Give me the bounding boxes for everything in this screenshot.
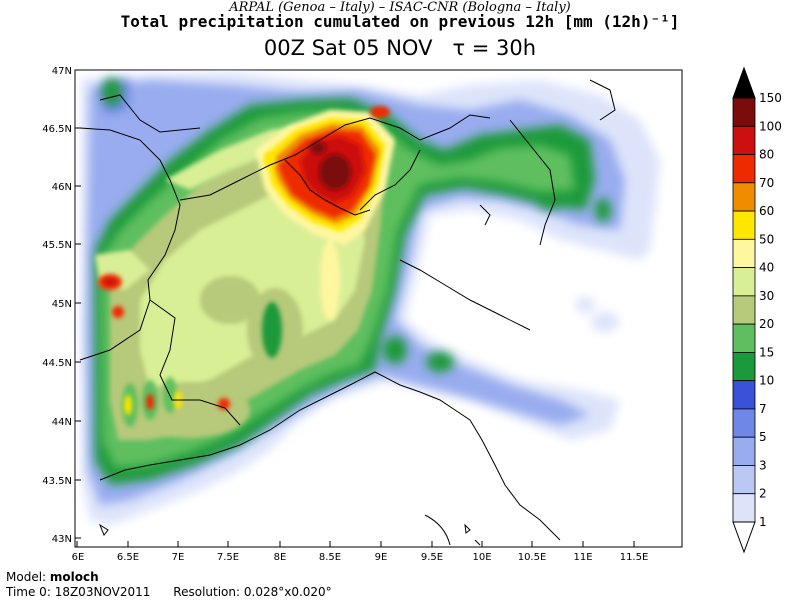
lat-tick-label: 43.5N	[42, 476, 72, 487]
colorbar-box	[732, 210, 756, 240]
colorbar-level-label: 3	[759, 458, 767, 472]
precip-inner-bands	[122, 302, 282, 427]
colorbar-box	[732, 125, 756, 155]
precipitation-field	[82, 72, 660, 525]
resolution-value: 0.028°x0.020°	[243, 585, 332, 599]
time0-value: 18Z03NOV2011	[54, 585, 151, 599]
lon-tick-label: 6.5E	[117, 552, 139, 563]
ligurian-tuscan-coast	[329, 371, 561, 541]
island-coast	[424, 514, 451, 546]
lon-tick-label: 8E	[274, 552, 287, 563]
colorbar-box	[732, 267, 756, 297]
colorbar-level-label: 2	[759, 487, 767, 501]
colorbar-box	[732, 465, 756, 495]
coastlines-borders	[79, 79, 616, 546]
colorbar-level-label: 80	[759, 148, 774, 162]
colorbar-box	[732, 351, 756, 382]
map-title: Total precipitation cumulated on previou…	[120, 12, 680, 31]
time0-row: Time 0: 18Z03NOV2011 Resolution: 0.028°x…	[6, 585, 332, 600]
island-3	[474, 539, 481, 546]
apennine-border	[399, 259, 531, 331]
colorbar-top-arrow	[732, 66, 756, 99]
island-2	[464, 523, 471, 534]
colorbar-level-label: 10	[759, 374, 774, 388]
colorbar-level-label: 60	[759, 204, 774, 218]
colorbar-level-label: 15	[759, 345, 774, 359]
colorbar-level-label: 5	[759, 430, 767, 444]
colorbar-box	[732, 493, 756, 523]
time-label: 00Z Sat 05 NOV	[263, 36, 433, 60]
lat-tick-label: 45.5N	[42, 240, 72, 251]
lon-tick-label: 9E	[375, 552, 388, 563]
colorbar-legend: 150 100 80 70 60 50 40 30 20 15 10 7 5 3 2 1	[732, 66, 782, 554]
colorbar-bottom-arrow	[732, 521, 756, 554]
header: ARPAL (Genoa – Italy) – ISAC-CNR (Bologn…	[0, 0, 800, 62]
riviera-coast	[99, 394, 331, 481]
precip-100mm	[310, 142, 351, 190]
east-border	[509, 119, 556, 246]
colorbar-box	[732, 295, 756, 325]
island-1	[98, 523, 109, 536]
lon-tick-label: 10E	[472, 552, 491, 563]
northeast-border	[589, 79, 616, 121]
axis-ticks	[75, 69, 635, 547]
colorbar-box	[732, 380, 756, 410]
colorbar-box	[732, 323, 756, 353]
valid-time-label: 00Z Sat 05 NOV τ = 30h	[0, 36, 800, 60]
model-name: moloch	[49, 570, 99, 584]
colorbar-box	[732, 97, 756, 127]
colorbar-level-label: 7	[759, 402, 767, 416]
lon-tick-label: 7E	[172, 552, 185, 563]
jura-border	[99, 94, 201, 133]
colorbar-level-label: 50	[759, 232, 774, 246]
time0-label: Time 0:	[6, 585, 51, 599]
tau-label: τ = 30h	[452, 36, 537, 60]
footer-info: Model: moloch Time 0: 18Z03NOV2011 Resol…	[6, 570, 332, 600]
colorbar-level-label: 70	[759, 176, 774, 190]
lon-tick-label: 11.5E	[620, 552, 649, 563]
lat-tick-label: 44N	[52, 417, 72, 428]
lon-tick-label: 10.5E	[518, 552, 547, 563]
lon-tick-label: 8.5E	[319, 552, 341, 563]
lon-tick-label: 7.5E	[217, 552, 239, 563]
colorbar-box	[732, 154, 756, 184]
lon-tick-label: 9.5E	[421, 552, 443, 563]
colorbar-level-label: 150	[759, 91, 782, 105]
swiss-border	[179, 114, 491, 201]
lat-labels: 47N 46.5N 46N 45.5N 45N 44.5N 44N 43.5N …	[42, 66, 72, 545]
france-italy-border	[79, 127, 181, 361]
colorbar-level-label: 40	[759, 261, 774, 275]
lon-tick-label: 6E	[72, 552, 85, 563]
colorbar-box	[732, 408, 756, 438]
lombardy-border	[359, 149, 421, 211]
colorbar-level-label: 30	[759, 289, 774, 303]
colorbar-level-label: 20	[759, 317, 774, 331]
lat-tick-label: 46N	[52, 182, 72, 193]
model-label: Model:	[6, 570, 47, 584]
lat-tick-label: 45N	[52, 299, 72, 310]
lat-tick-label: 44.5N	[42, 358, 72, 369]
colorbar-box	[732, 436, 756, 466]
piedmont-liguria-border	[149, 299, 241, 426]
lat-tick-label: 43N	[52, 534, 72, 545]
colorbar-box	[732, 182, 756, 212]
colorbar-box	[732, 238, 756, 268]
resolution-label: Resolution:	[173, 585, 241, 599]
model-row: Model: moloch	[6, 570, 332, 585]
lon-tick-label: 11E	[573, 552, 592, 563]
colorbar-level-label: 100	[759, 119, 782, 133]
lake-border	[284, 159, 371, 216]
colorbar-level-label: 1	[759, 515, 767, 529]
lake-garda	[479, 204, 491, 226]
institution-subtitle: ARPAL (Genoa – Italy) – ISAC-CNR (Bologn…	[229, 0, 571, 15]
lat-tick-label: 46.5N	[42, 124, 72, 135]
lat-tick-label: 47N	[52, 66, 72, 77]
lon-labels: 6E 6.5E 7E 7.5E 8E 8.5E 9E 9.5E 10E 10.5…	[72, 552, 649, 563]
